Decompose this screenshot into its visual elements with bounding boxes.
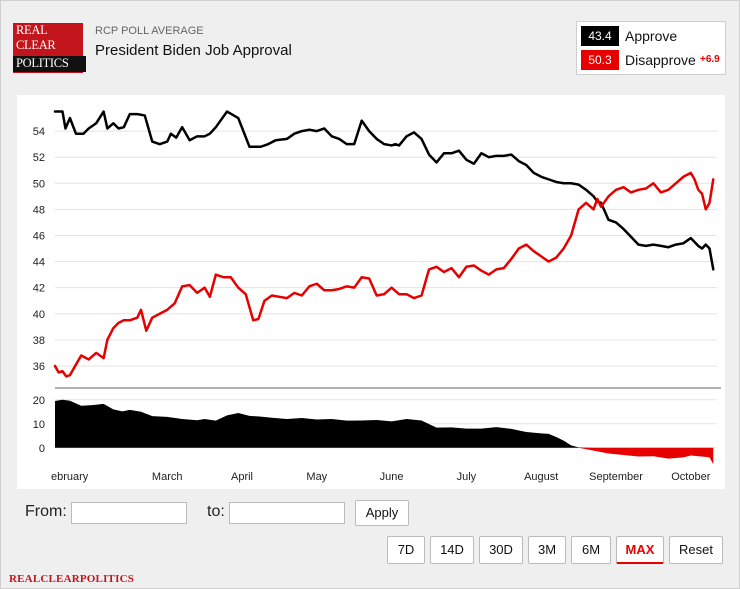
y-tick-label-main-2: 40 bbox=[33, 309, 45, 321]
to-date-input[interactable] bbox=[229, 502, 345, 524]
logo-line-politics: POLITICS bbox=[13, 56, 86, 72]
y-tick-label-main-6: 48 bbox=[33, 204, 45, 216]
range-7d-button[interactable]: 7D bbox=[387, 536, 425, 564]
x-tick-label-8: October bbox=[671, 471, 710, 483]
range-6m-button[interactable]: 6M bbox=[571, 536, 611, 564]
footer-brand: REALCLEARPOLITICS bbox=[9, 573, 135, 585]
x-tick-label-4: June bbox=[380, 471, 404, 483]
x-tick-label-7: September bbox=[589, 471, 643, 483]
spread-area-positive bbox=[55, 399, 714, 448]
legend-disapprove-value: 50.3 bbox=[581, 50, 619, 70]
chart-title: President Biden Job Approval bbox=[95, 42, 292, 59]
y-tick-label-main-0: 36 bbox=[33, 361, 45, 373]
spread-area-negative bbox=[55, 447, 714, 465]
legend: 43.4 Approve 50.3 Disapprove +6.9 bbox=[576, 21, 726, 75]
range-30d-button[interactable]: 30D bbox=[479, 536, 523, 564]
series-line-approve bbox=[53, 110, 715, 271]
x-tick-label-0: ebruary bbox=[51, 471, 89, 483]
y-tick-label-main-4: 44 bbox=[33, 257, 45, 269]
rcp-logo: REAL CLEAR POLITICS bbox=[13, 23, 86, 73]
legend-spread: +6.9 bbox=[700, 54, 720, 65]
from-label: From: bbox=[25, 503, 67, 520]
legend-approve-label: Approve bbox=[625, 28, 678, 44]
range-14d-button[interactable]: 14D bbox=[430, 536, 474, 564]
legend-disapprove-label: Disapprove bbox=[625, 52, 696, 68]
to-label: to: bbox=[207, 503, 225, 520]
apply-button[interactable]: Apply bbox=[355, 500, 409, 526]
reset-button[interactable]: Reset bbox=[669, 536, 723, 564]
y-tick-label-main-7: 50 bbox=[33, 178, 45, 190]
x-tick-label-5: July bbox=[457, 471, 477, 483]
x-tick-label-6: August bbox=[524, 471, 558, 483]
logo-line-real: REAL bbox=[16, 23, 48, 37]
range-max-button[interactable]: MAX bbox=[616, 536, 664, 564]
y-tick-label-main-1: 38 bbox=[33, 335, 45, 347]
from-date-input[interactable] bbox=[71, 502, 187, 524]
x-tick-label-3: May bbox=[306, 471, 327, 483]
y-tick-label-spread-2: 20 bbox=[33, 395, 45, 407]
range-3m-button[interactable]: 3M bbox=[528, 536, 566, 564]
x-tick-label-1: March bbox=[152, 471, 183, 483]
y-tick-label-main-8: 52 bbox=[33, 152, 45, 164]
y-tick-label-main-3: 42 bbox=[33, 283, 45, 295]
y-tick-label-spread-1: 10 bbox=[33, 419, 45, 431]
x-tick-label-2: April bbox=[231, 471, 253, 483]
plot-area[interactable]: 36 38 40 42 44 46 48 50 52 54 0 10 20 ebruary March Apr… bbox=[17, 95, 725, 489]
y-tick-label-spread-0: 0 bbox=[39, 443, 45, 455]
y-tick-label-main-5: 46 bbox=[33, 230, 45, 242]
chart-svg[interactable]: 36 38 40 42 44 46 48 50 52 54 0 10 20 ebruary March Apr… bbox=[17, 95, 725, 489]
series-line-disapprove bbox=[53, 171, 715, 378]
header-subtitle: RCP POLL AVERAGE bbox=[95, 25, 204, 37]
y-tick-label-main-9: 54 bbox=[33, 126, 45, 138]
logo-line-clear: CLEAR bbox=[16, 38, 56, 52]
legend-approve-value: 43.4 bbox=[581, 26, 619, 46]
